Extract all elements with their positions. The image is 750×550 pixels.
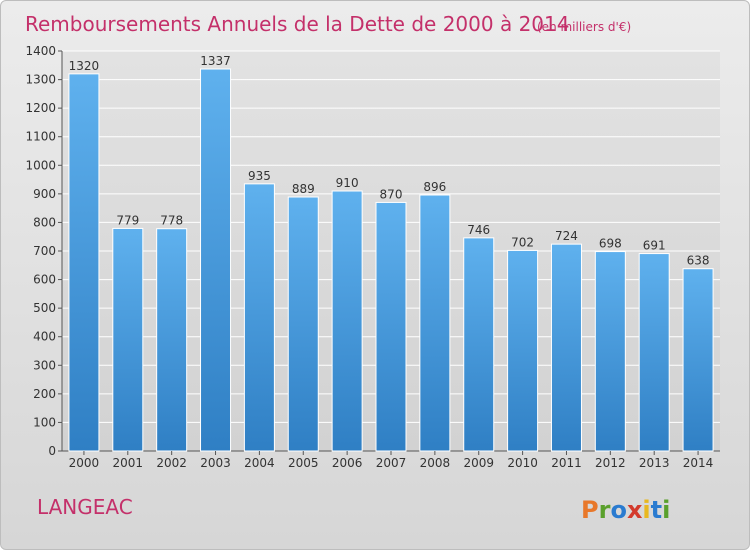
bar-2005 [287,196,319,452]
bar-2003 [200,68,232,452]
logo-letter: i [662,496,670,524]
x-tick-label-2011: 2011 [551,456,582,470]
y-tick-labels: 0 100 200 300 400 500 600 700 800 900 1000 1100 1200… [25,44,62,458]
data-label-2003: 1337 [200,54,231,68]
bar-2012 [594,251,626,452]
chart-title: Remboursements Annuels de la Dette de 20… [25,12,569,36]
logo-letter: r [599,496,611,524]
data-label-2002: 778 [160,214,183,228]
data-label-2004: 935 [248,169,271,183]
logo-letter: P [581,496,599,524]
y-tick-label: 1200 [25,101,56,115]
y-tick-label: 1100 [25,130,56,144]
bar-2014 [682,268,714,452]
x-tick-label-2006: 2006 [332,456,363,470]
y-tick-label: 300 [33,358,56,372]
bar-2001 [112,227,144,452]
y-tick-label: 0 [48,444,56,458]
bar-2011 [550,243,582,452]
place-name: LANGEAC [37,495,133,519]
data-label-2013: 691 [643,239,666,253]
bar-2010 [507,249,539,452]
bar-2007 [375,201,407,452]
data-labels: 1320 779 778 1337 935 889 910 870 896 746 702 724 69… [69,54,710,268]
x-tick-label-2008: 2008 [420,456,451,470]
bar-2013 [638,253,670,452]
x-tick-label-2012: 2012 [595,456,626,470]
y-tick-label: 900 [33,187,56,201]
y-tick-label: 200 [33,387,56,401]
x-tick-label-2001: 2001 [113,456,144,470]
proxiti-logo: Proxiti [581,496,670,524]
data-label-2011: 724 [555,229,578,243]
y-tick-label: 1400 [25,44,56,58]
bar-2008 [419,194,451,452]
x-tick-label-2007: 2007 [376,456,407,470]
logo-letter: t [651,496,662,524]
x-tick-label-2010: 2010 [507,456,538,470]
x-tick-label-2005: 2005 [288,456,319,470]
data-label-2001: 779 [116,213,139,227]
y-tick-label: 500 [33,301,56,315]
y-tick-label: 1000 [25,158,56,172]
logo-letter: x [627,496,643,524]
bar-2002 [156,228,188,452]
bar-2004 [243,183,275,452]
x-tick-label-2009: 2009 [463,456,494,470]
data-label-2007: 870 [380,187,403,201]
chart-subtitle: (en milliers d'€) [537,20,631,34]
y-tick-label: 100 [33,415,56,429]
x-tick-label-2003: 2003 [200,456,231,470]
x-tick-labels: 2000 2001 2002 2003 2004 2005 2006 2007 2008 2009… [69,451,714,470]
y-tick-label: 700 [33,244,56,258]
x-tick-label-2014: 2014 [683,456,714,470]
data-label-2006: 910 [336,176,359,190]
data-label-2000: 1320 [69,59,100,73]
y-tick-label: 600 [33,273,56,287]
bars [68,68,714,452]
data-label-2009: 746 [467,223,490,237]
data-label-2012: 698 [599,237,622,251]
logo-letter: o [610,496,627,524]
x-tick-label-2013: 2013 [639,456,670,470]
x-tick-label-2004: 2004 [244,456,275,470]
data-label-2005: 889 [292,182,315,196]
y-tick-label: 1300 [25,73,56,87]
bar-2006 [331,190,363,452]
data-label-2010: 702 [511,235,534,249]
y-tick-label: 800 [33,215,56,229]
x-tick-label-2000: 2000 [69,456,100,470]
bar-2000 [68,73,100,452]
data-label-2014: 638 [687,254,710,268]
y-tick-label: 400 [33,330,56,344]
x-tick-label-2002: 2002 [156,456,187,470]
bar-2009 [463,237,495,452]
data-label-2008: 896 [423,180,446,194]
logo-letter: i [642,496,650,524]
